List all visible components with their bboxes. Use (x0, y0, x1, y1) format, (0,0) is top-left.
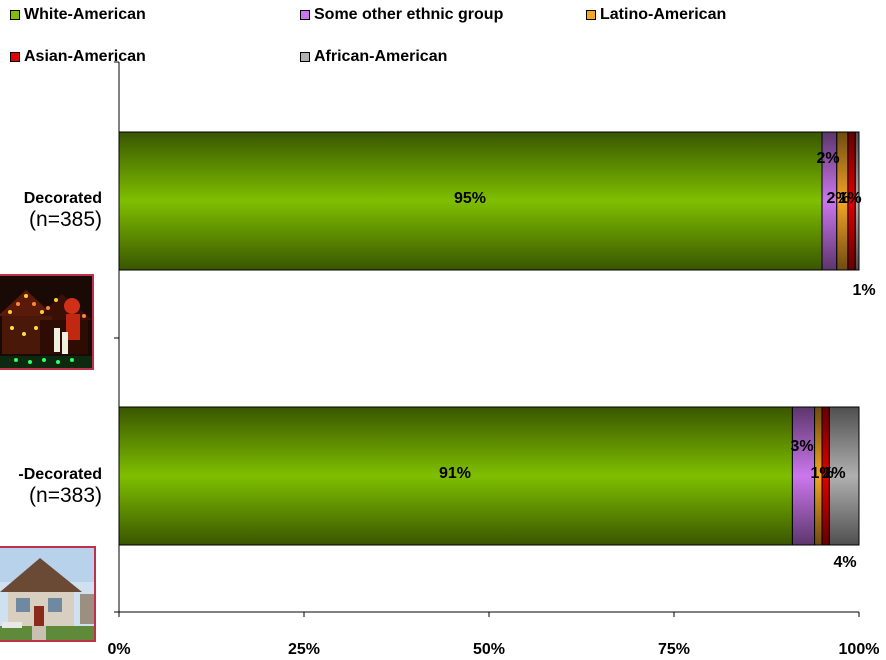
x-tick-label: 25% (288, 641, 320, 658)
category-label-non-decorated: -Decorated (n=383) (18, 466, 102, 508)
legend-item: Some other ethnic group (300, 6, 503, 24)
legend-item: White-American (10, 6, 146, 24)
legend-label: African-American (314, 48, 448, 65)
x-tick-label: 75% (658, 641, 690, 658)
legend-label: Latino-American (600, 6, 727, 23)
category-count: (n=385) (29, 208, 102, 231)
x-tick-label: 50% (473, 641, 505, 658)
legend-swatch (300, 52, 310, 62)
data-label: 4% (833, 554, 856, 571)
legend-label: Asian-American (24, 48, 146, 65)
bar-segment (118, 131, 823, 271)
data-label: 2% (816, 150, 839, 167)
legend-item: Latino-American (586, 6, 726, 24)
data-label: 1% (810, 465, 833, 482)
non-decorated-house-photo (0, 546, 96, 642)
data-label: 3% (790, 438, 813, 455)
data-label: 1% (822, 465, 845, 482)
category-label-decorated: Decorated (n=385) (24, 190, 102, 232)
legend-item: African-American (300, 48, 447, 66)
bar-segment (854, 131, 860, 271)
legend-swatch (10, 52, 20, 62)
legend-label: Some other ethnic group (314, 6, 504, 23)
data-label: 91% (439, 465, 471, 482)
data-label: 95% (454, 190, 486, 207)
x-tick-label: 100% (839, 641, 880, 658)
x-tick-label: 0% (107, 641, 130, 658)
category-count: (n=383) (29, 484, 102, 507)
category-name: Decorated (23, 190, 102, 207)
legend-swatch (586, 10, 596, 20)
category-name: -Decorated (18, 466, 102, 483)
decorated-house-photo (0, 274, 94, 370)
bar-segment (118, 406, 793, 546)
legend-swatch (10, 10, 20, 20)
legend-label: White-American (24, 6, 146, 23)
data-label: 2% (826, 190, 849, 207)
legend-item: Asian-American (10, 48, 146, 66)
data-label: 1% (852, 282, 875, 299)
bar-segment (828, 406, 860, 546)
legend-swatch (300, 10, 310, 20)
data-label: 1% (838, 190, 861, 207)
